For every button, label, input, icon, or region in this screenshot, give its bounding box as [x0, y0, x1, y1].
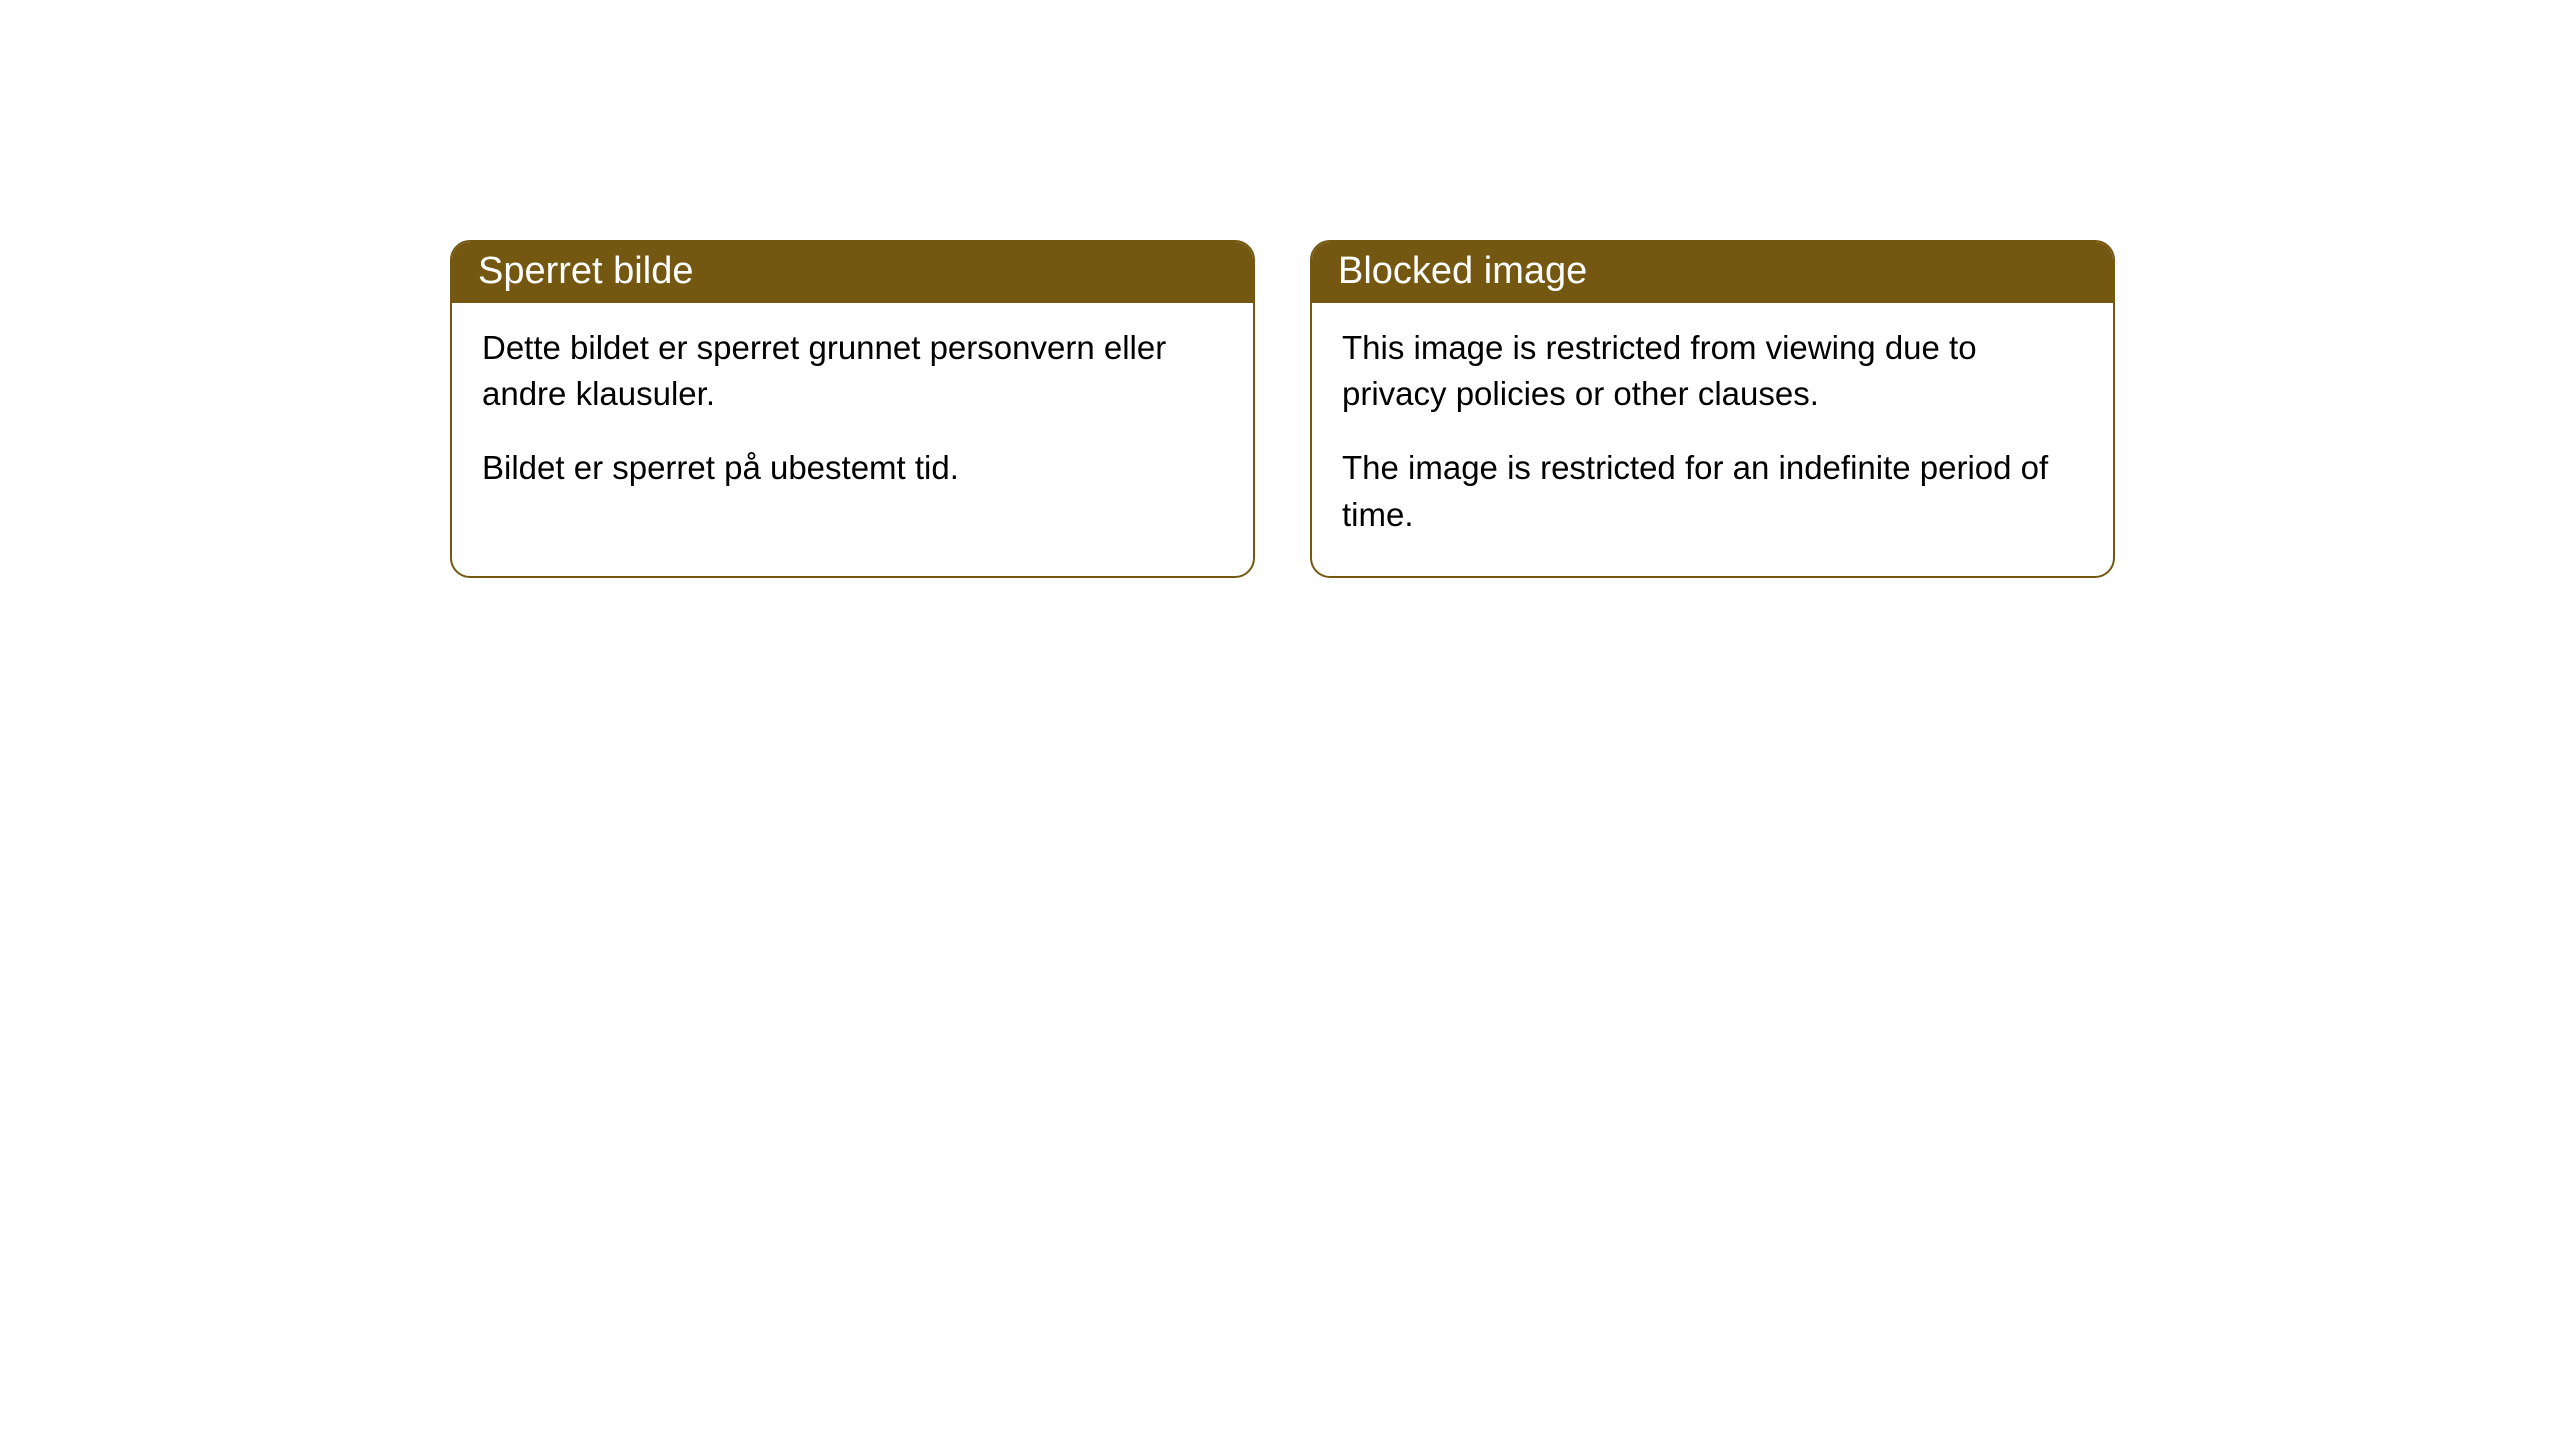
card-paragraph: Bildet er sperret på ubestemt tid.	[482, 445, 1223, 491]
card-body: This image is restricted from viewing du…	[1312, 303, 2113, 576]
card-paragraph: The image is restricted for an indefinit…	[1342, 445, 2083, 537]
card-body: Dette bildet er sperret grunnet personve…	[452, 303, 1253, 530]
card-title: Sperret bilde	[452, 242, 1253, 303]
blocked-image-card-english: Blocked image This image is restricted f…	[1310, 240, 2115, 578]
card-paragraph: This image is restricted from viewing du…	[1342, 325, 2083, 417]
notice-cards-container: Sperret bilde Dette bildet er sperret gr…	[0, 0, 2560, 578]
card-title: Blocked image	[1312, 242, 2113, 303]
blocked-image-card-norwegian: Sperret bilde Dette bildet er sperret gr…	[450, 240, 1255, 578]
card-paragraph: Dette bildet er sperret grunnet personve…	[482, 325, 1223, 417]
